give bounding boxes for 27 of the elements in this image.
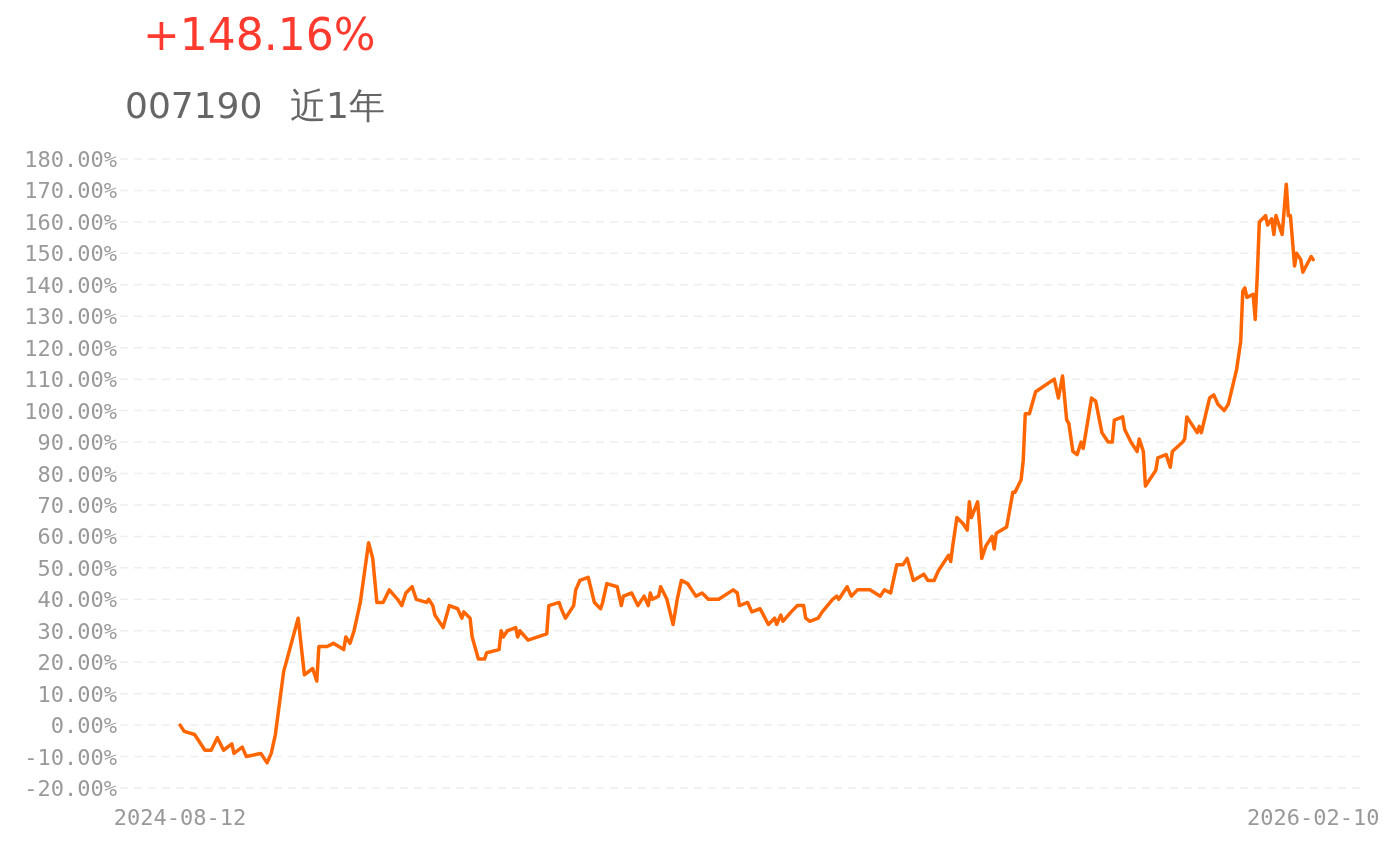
y-tick-label: -20.00%	[24, 776, 117, 801]
y-tick-label: 180.00%	[24, 147, 117, 172]
y-tick-label: 80.00%	[37, 461, 117, 487]
y-tick-label: 150.00%	[24, 241, 117, 267]
y-tick-label: 70.00%	[37, 492, 117, 518]
y-tick-label: 120.00%	[24, 335, 117, 361]
y-tick-label: 130.00%	[24, 304, 117, 330]
y-tick-label: 40.00%	[37, 587, 117, 613]
y-tick-label: 0.00%	[50, 713, 117, 739]
chart-title: +148.16%	[143, 9, 376, 60]
line-series	[178, 182, 1315, 765]
chart-subtitle: 007190	[125, 85, 263, 126]
y-tick-label: -10.00%	[24, 744, 117, 770]
y-tick-label: 90.00%	[37, 430, 117, 456]
y-tick-label: 30.00%	[37, 618, 117, 644]
y-tick-label: 50.00%	[37, 555, 117, 581]
x-tick-label: 2026-02-10	[1246, 805, 1380, 830]
x-tick-label: 2024-08-12	[113, 805, 247, 830]
y-tick-label: 100.00%	[24, 398, 117, 424]
y-tick-label: 60.00%	[37, 524, 117, 550]
y-tick-label: 20.00%	[37, 650, 117, 676]
y-tick-label: 110.00%	[24, 367, 117, 393]
y-tick-label: 170.00%	[24, 178, 117, 204]
y-tick-label: 140.00%	[24, 272, 117, 298]
y-tick-label: 160.00%	[24, 209, 117, 235]
y-tick-label: 10.00%	[37, 681, 117, 707]
text: 近1年	[290, 85, 385, 126]
